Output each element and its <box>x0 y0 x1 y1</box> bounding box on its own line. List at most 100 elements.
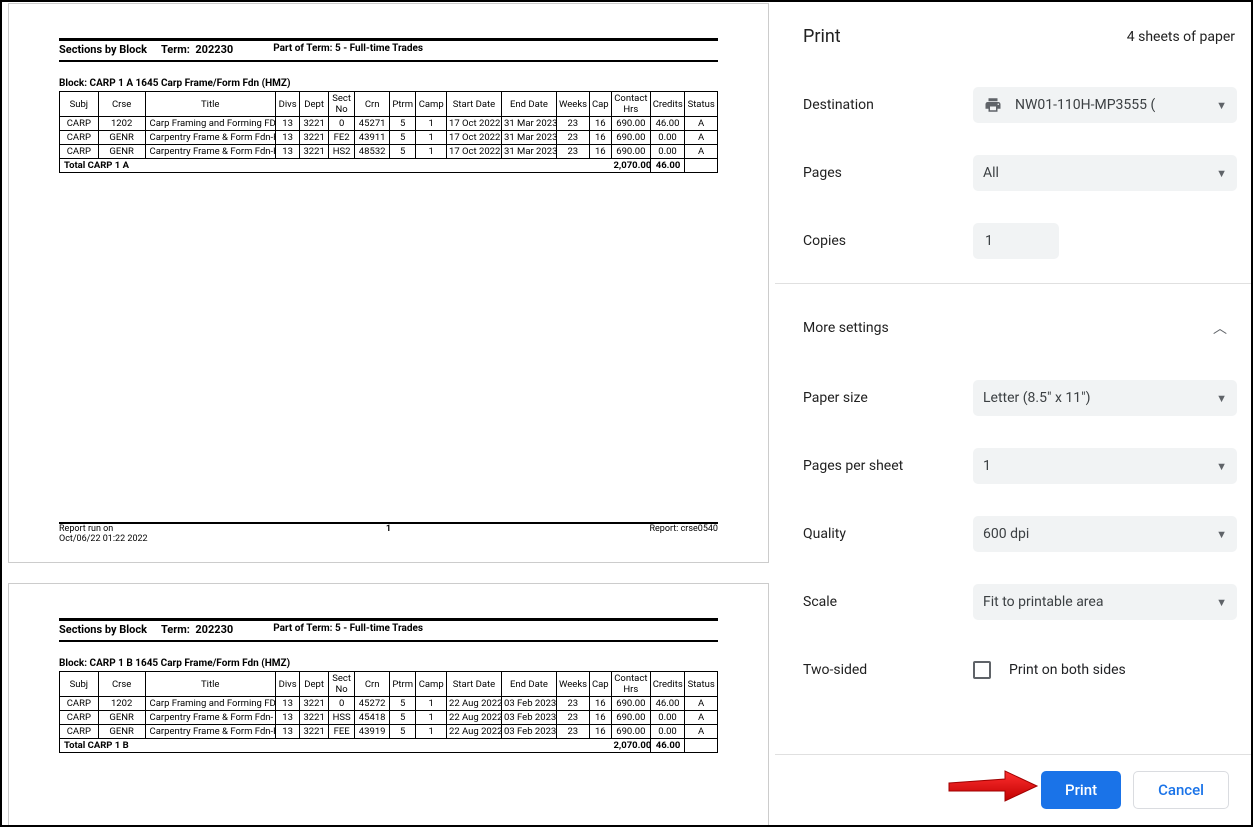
table-row: CARPGENRCarpentry Frame & Form Fdn-HSS13… <box>60 145 718 159</box>
table-cell: 45272 <box>355 697 390 711</box>
table-cell: A <box>685 725 718 739</box>
scale-label: Scale <box>803 594 963 610</box>
chevron-down-icon: ▼ <box>1216 460 1227 473</box>
quality-value: 600 dpi <box>983 526 1029 542</box>
print-button[interactable]: Print <box>1041 771 1121 809</box>
report-heading: Sections by Block Term: 202230 Part of T… <box>59 41 718 58</box>
col-header: Subj <box>60 92 99 117</box>
destination-row: Destination NW01-110H-MP3555 ( ▼ <box>803 71 1237 139</box>
table-cell: 690.00 <box>611 725 650 739</box>
table-cell: 13 <box>275 697 299 711</box>
table-cell: CARP <box>60 145 99 159</box>
table-cell: 690.00 <box>611 711 650 725</box>
heading-part-of-term: Part of Term: 5 - Full-time Trades <box>273 43 423 56</box>
table-cell: 690.00 <box>611 697 650 711</box>
table-cell: 3221 <box>300 131 329 145</box>
table-cell: 690.00 <box>611 131 650 145</box>
two-sided-row: Two-sided Print on both sides <box>803 636 1237 704</box>
paper-size-select[interactable]: Letter (8.5" x 11") ▼ <box>973 380 1237 416</box>
col-header: Divs <box>275 672 299 697</box>
copies-input[interactable]: 1 <box>973 223 1059 259</box>
page-footer: Report run on 1 Report: crse0540 Oct/06/… <box>59 522 718 544</box>
chevron-down-icon: ▼ <box>1216 596 1227 609</box>
table-cell: 31 Mar 2023 <box>501 131 556 145</box>
table-cell: A <box>685 711 718 725</box>
col-header: Weeks <box>556 92 589 117</box>
scale-select[interactable]: Fit to printable area ▼ <box>973 584 1237 620</box>
table-cell: 16 <box>589 725 611 739</box>
footer-report-id: Report: crse0540 <box>649 524 718 534</box>
table-cell: A <box>685 131 718 145</box>
col-header: End Date <box>501 92 556 117</box>
table-cell: 17 Oct 2022 <box>446 117 501 131</box>
destination-select[interactable]: NW01-110H-MP3555 ( ▼ <box>973 87 1237 123</box>
table-cell: 5 <box>389 117 415 131</box>
col-header: Ptrm <box>389 672 415 697</box>
table-cell: 5 <box>389 145 415 159</box>
col-header: SectNo <box>328 92 354 117</box>
table-cell: 23 <box>556 145 589 159</box>
table-cell: 46.00 <box>650 117 685 131</box>
col-header: Credits <box>650 672 685 697</box>
heading-part-of-term: Part of Term: 5 - Full-time Trades <box>273 623 423 636</box>
table-cell: 22 Aug 2022 <box>446 697 501 711</box>
two-sided-checkbox-row[interactable]: Print on both sides <box>973 652 1237 688</box>
table-cell: 03 Feb 2023 <box>501 725 556 739</box>
table-cell: A <box>685 117 718 131</box>
copies-value: 1 <box>985 233 993 249</box>
heading-term: Term: 202230 <box>161 623 233 636</box>
data-table: SubjCrseTitleDivsDeptSectNoCrnPtrmCampSt… <box>59 671 718 753</box>
sheets-summary: 4 sheets of paper <box>1127 29 1235 45</box>
table-cell: 0.00 <box>650 131 685 145</box>
col-header: Crn <box>355 92 390 117</box>
table-cell: A <box>685 697 718 711</box>
quality-label: Quality <box>803 526 963 542</box>
table-cell: 22 Aug 2022 <box>446 711 501 725</box>
table-cell: GENR <box>98 145 145 159</box>
table-cell: 0.00 <box>650 711 685 725</box>
table-cell: FEE <box>328 725 354 739</box>
table-cell: 23 <box>556 131 589 145</box>
copies-label: Copies <box>803 233 963 249</box>
dialog-body[interactable]: Print 4 sheets of paper Destination NW01… <box>775 2 1251 754</box>
col-header: Start Date <box>446 672 501 697</box>
table-cell: 03 Feb 2023 <box>501 697 556 711</box>
more-settings-toggle[interactable]: More settings ︿ <box>803 292 1237 364</box>
printer-icon <box>983 96 1003 114</box>
cancel-button[interactable]: Cancel <box>1133 771 1229 809</box>
pages-per-sheet-select[interactable]: 1 ▼ <box>973 448 1237 484</box>
table-cell: CARP <box>60 117 99 131</box>
table-cell: 5 <box>389 725 415 739</box>
col-header: Divs <box>275 92 299 117</box>
preview-page: Sections by Block Term: 202230 Part of T… <box>8 3 769 563</box>
table-cell: 17 Oct 2022 <box>446 145 501 159</box>
table-cell: 3221 <box>300 145 329 159</box>
table-cell: 1 <box>416 725 447 739</box>
paper-size-label: Paper size <box>803 390 963 406</box>
checkbox-icon[interactable] <box>973 661 991 679</box>
table-cell: 1 <box>416 131 447 145</box>
table-cell: 43911 <box>355 131 390 145</box>
quality-select[interactable]: 600 dpi ▼ <box>973 516 1237 552</box>
block-title: Block: CARP 1 A 1645 Carp Frame/Form Fdn… <box>59 78 718 89</box>
table-row: CARP1202Carp Framing and Forming FDTN133… <box>60 697 718 711</box>
table-cell: GENR <box>98 711 145 725</box>
footer-run-on: Report run on <box>59 524 113 534</box>
table-cell: 13 <box>275 145 299 159</box>
chevron-down-icon: ▼ <box>1216 528 1227 541</box>
table-cell: 1202 <box>98 697 145 711</box>
table-cell: FE2 <box>328 131 354 145</box>
table-cell: CARP <box>60 131 99 145</box>
table-row: CARPGENRCarpentry Frame & Form Fdn- HS13… <box>60 711 718 725</box>
page-number: 1 <box>386 524 391 534</box>
pages-select[interactable]: All ▼ <box>973 155 1237 191</box>
preview-scroll[interactable]: Sections by Block Term: 202230 Part of T… <box>2 2 775 825</box>
table-cell: Carpentry Frame & Form Fdn-HSS <box>145 145 275 159</box>
table-cell: 16 <box>589 117 611 131</box>
col-header: Crse <box>98 672 145 697</box>
table-cell: 13 <box>275 711 299 725</box>
two-sided-checkbox-label: Print on both sides <box>1009 662 1126 678</box>
col-header: ContactHrs <box>611 92 650 117</box>
table-cell: GENR <box>98 131 145 145</box>
col-header: Ptrm <box>389 92 415 117</box>
